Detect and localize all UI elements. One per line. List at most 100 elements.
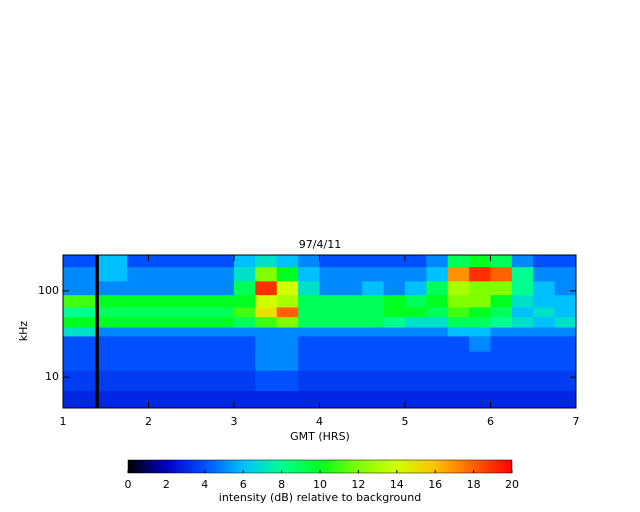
heatmap-cell (276, 306, 299, 318)
heatmap-cell (148, 255, 171, 268)
heatmap-cell (276, 266, 299, 282)
colorbar-tick-label: 2 (163, 478, 170, 491)
heatmap-cell (490, 266, 513, 282)
y-tick-label: 100 (38, 284, 59, 297)
heatmap-cell (319, 390, 342, 409)
heatmap-cell (319, 266, 342, 282)
heatmap-cell (319, 306, 342, 318)
heatmap-cell (276, 294, 299, 308)
heatmap-cell (148, 306, 171, 318)
heatmap-cell (212, 370, 235, 391)
heatmap-cell (191, 280, 214, 296)
heatmap-cell (98, 390, 128, 409)
heatmap-cell (95, 370, 100, 391)
heatmap-cell (405, 266, 427, 282)
heatmap-cell (554, 370, 577, 391)
heatmap-cell (98, 266, 128, 282)
heatmap-cell (63, 266, 96, 282)
heatmap-cell (212, 316, 235, 328)
heatmap-cell (340, 316, 363, 328)
heatmap-cell (276, 316, 299, 328)
heatmap-cell (405, 294, 427, 308)
heatmap-cell (340, 280, 363, 296)
heatmap-cell (447, 390, 470, 409)
heatmap-cell (447, 306, 470, 318)
heatmap-cell (554, 390, 577, 409)
heatmap-cell (95, 266, 100, 282)
heatmap-cell (405, 255, 427, 268)
heatmap-cell (276, 255, 299, 268)
heatmap-cell (319, 335, 342, 352)
heatmap-cell (426, 306, 449, 318)
heatmap-cell (469, 255, 491, 268)
heatmap-cell (212, 266, 235, 282)
heatmap-cell (319, 370, 342, 391)
heatmap-cell (405, 351, 427, 371)
heatmap-cell (383, 306, 406, 318)
heatmap-cell (127, 370, 149, 391)
y-tick-label: 10 (45, 370, 59, 383)
heatmap-cell (426, 390, 449, 409)
heatmap-cell (169, 316, 192, 328)
heatmap-cell (98, 316, 128, 328)
heatmap-cell (447, 351, 470, 371)
heatmap-cell (255, 390, 278, 409)
heatmap-cell (533, 306, 556, 318)
heatmap-cell (383, 335, 406, 352)
heatmap-cell (554, 294, 577, 308)
heatmap-cell (298, 255, 320, 268)
heatmap-cell (127, 327, 149, 337)
heatmap-cell (405, 280, 427, 296)
heatmap-cell (169, 280, 192, 296)
heatmap-cell (469, 390, 491, 409)
heatmap-cell (98, 327, 128, 337)
heatmap-cell (405, 306, 427, 318)
heatmap-cell (95, 351, 100, 371)
heatmap-cell (255, 280, 278, 296)
heatmap-cell (169, 390, 192, 409)
heatmap-cell (298, 266, 320, 282)
heatmap-cell (383, 327, 406, 337)
heatmap-cell (533, 335, 556, 352)
heatmap-cell (169, 255, 192, 268)
heatmap-cell (469, 335, 491, 352)
heatmap-cell (490, 280, 513, 296)
heatmap-cell (362, 255, 385, 268)
heatmap-cell (98, 255, 128, 268)
heatmap-cell (98, 351, 128, 371)
heatmap-cell (362, 306, 385, 318)
colorbar-tick-label: 6 (240, 478, 247, 491)
heatmap-cell (490, 370, 513, 391)
heatmap-cell (169, 306, 192, 318)
heatmap-cell (490, 335, 513, 352)
heatmap-cell (298, 327, 320, 337)
heatmap-cell (490, 255, 513, 268)
heatmap-cell (469, 370, 491, 391)
heatmap-cell (469, 316, 491, 328)
heatmap-cell (490, 351, 513, 371)
heatmap-cell (191, 335, 214, 352)
x-axis-label: GMT (HRS) (290, 430, 350, 443)
heatmap-cell (490, 316, 513, 328)
heatmap-cell (533, 316, 556, 328)
heatmap-cell (511, 255, 534, 268)
heatmap-cell (554, 335, 577, 352)
heatmap-cell (511, 370, 534, 391)
heatmap-cell (426, 370, 449, 391)
x-tick-label: 5 (402, 415, 409, 428)
heatmap-cell (234, 390, 256, 409)
heatmap-cell (340, 294, 363, 308)
heatmap-cell (426, 294, 449, 308)
heatmap-cell (554, 266, 577, 282)
heatmap-cell (447, 266, 470, 282)
heatmap-cell (362, 370, 385, 391)
heatmap-cell (191, 370, 214, 391)
heatmap-cell (191, 390, 214, 409)
heatmap-cell (95, 316, 100, 328)
heatmap-cell (98, 335, 128, 352)
heatmap-cell (169, 370, 192, 391)
heatmap-cell (298, 280, 320, 296)
heatmap-cell (255, 316, 278, 328)
heatmap-cell (191, 294, 214, 308)
heatmap-cell (298, 306, 320, 318)
